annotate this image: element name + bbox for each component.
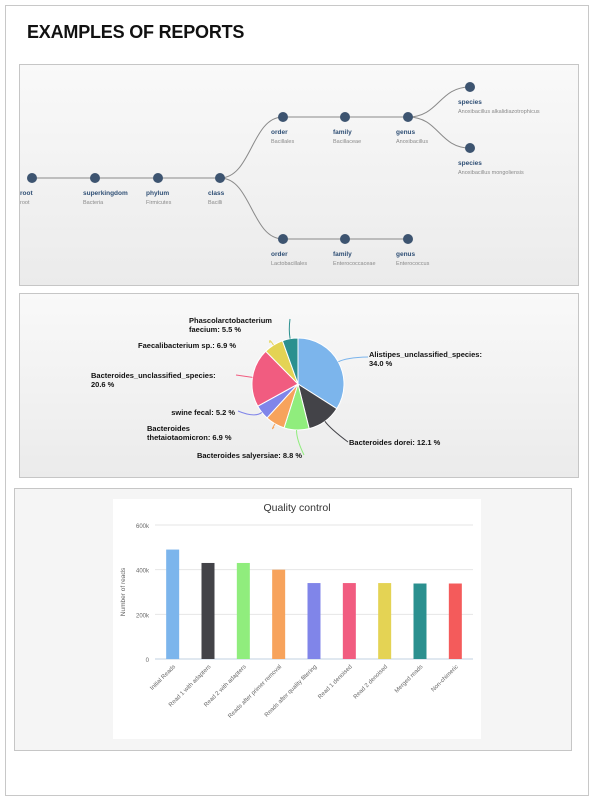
tree-node-rank: phylum (146, 190, 169, 197)
tree-node-rank: order (271, 251, 288, 258)
tree-link (407, 86, 471, 118)
tree-node (340, 112, 350, 122)
pie-data-label: faecium: 5.5 % (189, 325, 241, 334)
tree-node-rank: family (333, 129, 352, 136)
pie-data-label: Bacteroides_unclassified_species: (91, 371, 216, 380)
y-tick-label: 400k (136, 569, 150, 575)
pie-connector (271, 423, 276, 430)
y-tick-label: 0 (146, 658, 150, 664)
x-tick-label: Initial Reads (149, 664, 177, 692)
page-title: EXAMPLES OF REPORTS (27, 22, 245, 42)
tree-node-name: Firmicutes (146, 200, 172, 206)
bar (378, 583, 392, 659)
tree-node-rank: genus (396, 129, 416, 136)
tree-node-rank: order (271, 129, 288, 136)
tree-node-rank: species (458, 99, 482, 106)
tree-node (465, 82, 475, 92)
tree-node (215, 173, 225, 183)
y-tick-label: 200k (136, 613, 150, 619)
pie-slice (251, 350, 299, 407)
tree-link (219, 177, 284, 240)
quality-control-card: Quality control 0 200k 400k 600k Number of re… (113, 499, 481, 739)
bar (342, 583, 356, 659)
tree-node-name: Bacteria (83, 200, 104, 206)
pie-connector (269, 340, 274, 346)
pie-data-label: 20.6 % (91, 380, 115, 389)
pie-connector (288, 318, 291, 339)
tree-node (403, 112, 413, 122)
quality-control-chart: Quality control 0 200k 400k 600k Number of re… (120, 502, 473, 720)
tree-node-name: Enterococcus (396, 261, 430, 267)
x-tick-label: Read 2 denoised (353, 664, 389, 700)
tree-node (465, 143, 475, 153)
tree-node-name: Anoxibacillus (396, 139, 428, 145)
pie-data-label: Bacteroides dorei: 12.1 % (349, 438, 441, 447)
tree-node (278, 234, 288, 244)
tree-node-name: Anoxibacillus mongoliensis (458, 170, 524, 176)
tree-node-rank: species (458, 160, 482, 167)
pie-connector (237, 410, 263, 416)
tree-node-name: Bacillales (271, 139, 294, 145)
pie-connector (338, 356, 369, 363)
tree-node (278, 112, 288, 122)
taxonomy-tree: root root superkingdom Bacteria phylum Firmic… (20, 82, 540, 267)
bar (236, 562, 250, 659)
taxonomy-pie-panel: Alistipes_unclassified_species: 34.0 % Bac… (19, 293, 579, 478)
bar (307, 583, 321, 659)
pie-data-label: thetaiotaomicron: 6.9 % (147, 433, 232, 442)
chart-title: Quality control (263, 502, 330, 514)
pie-data-label: swine fecal: 5.2 % (171, 408, 235, 417)
tree-node-name: Anoxibacillus alkalidiazotrophicus (458, 109, 540, 115)
tree-node-name: Lactobacillales (271, 261, 307, 267)
tree-link (219, 116, 284, 179)
tree-link (407, 116, 471, 149)
tree-node (153, 173, 163, 183)
quality-control-panel: Quality control 0 200k 400k 600k Number of re… (14, 488, 572, 751)
pie-connector (235, 374, 253, 378)
tree-node (340, 234, 350, 244)
tree-node-name: Bacillaceae (333, 139, 361, 145)
tree-node-rank: family (333, 251, 352, 258)
pie-data-label: Alistipes_unclassified_species: (369, 350, 482, 359)
pie-slice (281, 337, 299, 385)
x-tick-label: Non-chimeric (431, 664, 460, 693)
bar (413, 583, 427, 659)
tree-node (403, 234, 413, 244)
taxonomy-pie-chart: Alistipes_unclassified_species:34.0 % Bac… (91, 316, 482, 460)
pie-connector (296, 429, 305, 456)
tree-node-rank: class (208, 190, 225, 197)
pie-connector (324, 421, 349, 443)
tree-node-rank: root (20, 190, 33, 197)
tree-node-name: Bacilli (208, 200, 222, 206)
pie-data-label: 34.0 % (369, 359, 393, 368)
pie-data-label: Bacteroides salyersiae: 8.8 % (197, 451, 302, 460)
bar (272, 569, 286, 659)
y-tick-label: 600k (136, 524, 150, 530)
x-tick-label: Merged reads (394, 664, 424, 694)
tree-node-name: root (20, 200, 30, 206)
bar (448, 583, 462, 659)
tree-node-name: Enterococcaceae (333, 261, 376, 267)
x-tick-label: Read 1 denoised (317, 664, 353, 700)
y-axis-label: Number of reads (120, 567, 127, 616)
tree-node-rank: genus (396, 251, 416, 258)
tree-node (90, 173, 100, 183)
pie-data-label: Faecalibacterium sp.: 6.9 % (138, 341, 236, 350)
tree-node (27, 173, 37, 183)
bar (201, 562, 215, 659)
tree-node-rank: superkingdom (83, 190, 128, 197)
pie-data-label: Bacteroides (147, 424, 190, 433)
pie-data-label: Phascolarctobacterium (189, 316, 272, 325)
taxonomy-tree-panel: root root superkingdom Bacteria phylum Firmic… (19, 64, 579, 286)
bar (166, 549, 180, 659)
